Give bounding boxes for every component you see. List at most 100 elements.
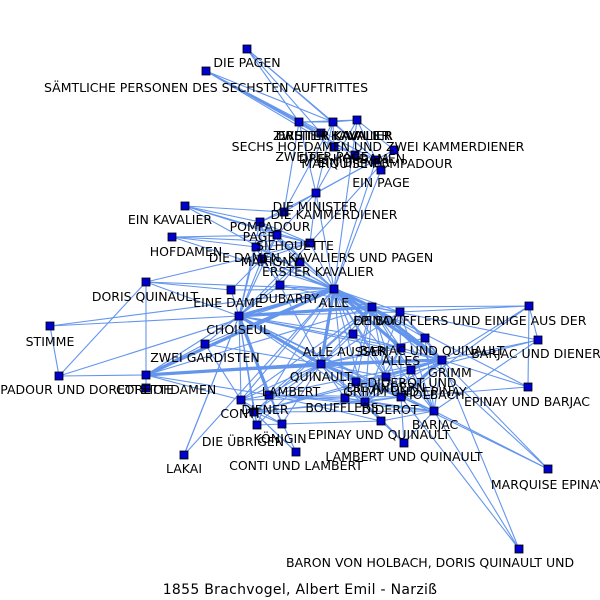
node-label-pompadour_a: MARQUISE POMPADOUR	[301, 156, 453, 171]
node-label-saemtliche: SÄMTLICHE PERSONEN DES SECHSTEN AUFTRITT…	[44, 80, 368, 95]
node-diener[interactable]	[249, 407, 259, 417]
node-pomp_und_dor[interactable]	[54, 371, 64, 381]
node-label-zweiter_page: ZWEITER PAGE	[275, 149, 368, 164]
edge-baron-grimm	[441, 359, 520, 550]
node-lakai[interactable]	[179, 450, 189, 460]
node-silhouette[interactable]	[305, 238, 315, 248]
node-die_damen[interactable]	[251, 242, 261, 252]
edge-grimm-diderot	[364, 359, 443, 403]
node-zweiter_page[interactable]	[329, 142, 339, 152]
node-sechs_hofdamen[interactable]	[316, 128, 326, 138]
node-label-quinault: QUINAULT	[290, 369, 353, 384]
node-label-page: PAGE	[243, 229, 276, 244]
node-conti_lambert[interactable]	[291, 447, 301, 457]
node-label-dubarry: DUBARRY	[259, 291, 319, 306]
node-label-kavalier_b: DRITTER KAVALIER	[276, 128, 393, 143]
node-bariac[interactable]	[429, 406, 439, 416]
edge-page-choiseul	[238, 234, 278, 317]
node-diderot[interactable]	[360, 397, 370, 407]
node-die_minister[interactable]	[311, 188, 321, 198]
node-kavalier_b[interactable]	[328, 117, 338, 127]
node-epinay_top[interactable]	[395, 307, 405, 317]
node-saemtliche[interactable]	[201, 66, 211, 76]
node-koenigin[interactable]	[277, 419, 287, 429]
node-baron[interactable]	[514, 544, 524, 554]
label-layer: DIE PAGEN SÄMTLICHE PERSONEN DES SECHSTEN…	[0, 55, 600, 570]
node-kavalier_c[interactable]	[352, 115, 362, 125]
node-boufflers[interactable]	[340, 393, 350, 403]
node-bariac_diener[interactable]	[533, 335, 543, 345]
node-label-alle: ALLE	[319, 295, 349, 310]
node-die_andern[interactable]	[381, 372, 391, 382]
edge-page-hofdamen	[171, 234, 278, 238]
node-boufflers_ein[interactable]	[367, 302, 377, 312]
node-ein_diener[interactable]	[376, 165, 386, 175]
node-hofdamen2[interactable]	[141, 383, 151, 393]
node-kavalier_a[interactable]	[294, 117, 304, 127]
edge-kavalier_c-die_minister	[315, 119, 358, 194]
edge-corette-lambert	[145, 374, 270, 396]
node-stimme[interactable]	[45, 321, 55, 331]
node-die_pagen[interactable]	[242, 44, 252, 54]
edge-diener-conti_lambert	[253, 411, 297, 453]
node-grimm[interactable]	[437, 355, 447, 365]
node-label-ein_page: EIN PAGE	[352, 175, 410, 190]
edge-marquise_epinay-grimm	[441, 359, 549, 470]
node-erster_kavalier[interactable]	[295, 257, 305, 267]
edge-hofdamen-silhouette	[171, 236, 311, 244]
node-lambert[interactable]	[264, 390, 274, 400]
node-label-drei_hofdamen: DREI HOFDAMEN	[299, 151, 405, 166]
edge-diderot_und-holbach	[400, 369, 412, 398]
node-quinault[interactable]	[316, 359, 326, 369]
edge-doris-choiseul	[145, 281, 240, 317]
node-label-sechs_hofdamen: SECHS HOFDAMEN UND ZWEI KAMMERDIENER	[232, 139, 525, 154]
node-diderot_und[interactable]	[406, 365, 416, 375]
edge-saemtliche-kavalier_b	[205, 70, 334, 123]
node-epinay_quinault[interactable]	[376, 416, 386, 426]
node-conti[interactable]	[236, 395, 246, 405]
node-lambert_quinault[interactable]	[399, 438, 409, 448]
node-epinay_barjac[interactable]	[523, 382, 533, 392]
node-alles[interactable]	[396, 343, 406, 353]
node-label-lakai: LAKAI	[166, 461, 202, 476]
node-ein_page[interactable]	[389, 145, 399, 155]
node-eine_dame[interactable]	[226, 285, 236, 295]
node-drei_hofdamen[interactable]	[350, 150, 360, 160]
node-choiseul[interactable]	[234, 311, 244, 321]
node-holbach[interactable]	[396, 392, 406, 402]
edge-doris-eine_dame	[145, 281, 232, 291]
node-pompadour_a[interactable]	[371, 155, 381, 165]
node-label-boufflers_ein: DE BOUFFLERS UND EINIGE AUS DER	[354, 313, 587, 328]
edge-boufflers_ein-epinay_barjac	[371, 306, 529, 388]
node-label-grimm: GRIMM	[428, 365, 472, 380]
edge-alle-lambert	[268, 288, 335, 396]
node-marquise_right[interactable]	[524, 301, 534, 311]
edge-doris-silhouette	[145, 242, 311, 283]
node-marquise_epinay[interactable]	[543, 464, 553, 474]
edge-diderot-diener	[253, 401, 366, 413]
node-pompadour[interactable]	[255, 217, 265, 227]
node-label-pomp_und_dor: POMPADOUR UND DORETTE	[0, 382, 148, 397]
node-alle[interactable]	[329, 284, 339, 294]
edge-pomp_und_dor-alle	[58, 288, 335, 377]
node-dubarry[interactable]	[275, 280, 285, 290]
node-label-epinay_top: EPINAY	[353, 313, 397, 328]
node-die_uebrigen[interactable]	[252, 420, 262, 430]
node-ein_kavalier[interactable]	[180, 201, 190, 211]
node-alle_ausser[interactable]	[348, 329, 358, 339]
edge-boufflers_ein-holbach	[371, 306, 402, 398]
node-bariac_quinault[interactable]	[420, 333, 430, 343]
node-kammerdiener[interactable]	[279, 207, 289, 217]
node-label-kavalier_c: ERSTER KAVALIER	[278, 128, 390, 143]
node-page[interactable]	[272, 230, 282, 240]
node-doris[interactable]	[141, 277, 151, 287]
node-corette[interactable]	[141, 370, 151, 380]
edge-saemtliche-zweiter_page	[205, 70, 335, 148]
edge-dubarry-quinault	[279, 284, 322, 365]
node-hofdamen[interactable]	[167, 232, 177, 242]
node-zwei_gardisten[interactable]	[200, 339, 210, 349]
node-marigny[interactable]	[257, 254, 267, 264]
edge-alles-quinault	[320, 347, 402, 365]
edge-zwei_gardisten-corette	[145, 343, 206, 376]
node-grimm_und_epinay[interactable]	[351, 377, 361, 387]
